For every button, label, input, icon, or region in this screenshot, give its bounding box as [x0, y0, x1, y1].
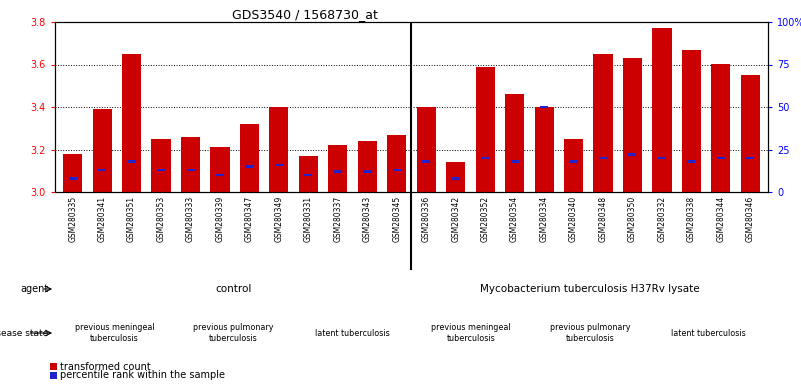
Bar	[275, 164, 283, 166]
Bar	[422, 160, 430, 163]
Text: GSM280335: GSM280335	[68, 196, 77, 242]
Text: GSM280338: GSM280338	[687, 196, 696, 242]
Bar	[599, 157, 607, 159]
Text: previous meningeal
tuberculosis: previous meningeal tuberculosis	[74, 323, 155, 343]
Bar	[69, 177, 77, 180]
Bar	[364, 170, 372, 173]
Text: control: control	[215, 284, 252, 294]
Text: GSM280352: GSM280352	[481, 196, 489, 242]
Text: GSM280342: GSM280342	[451, 196, 461, 242]
Text: percentile rank within the sample: percentile rank within the sample	[60, 371, 225, 381]
Text: GSM280333: GSM280333	[186, 196, 195, 242]
Text: GSM280350: GSM280350	[628, 196, 637, 242]
Bar	[269, 107, 288, 192]
Bar	[510, 160, 518, 163]
Bar	[476, 67, 495, 192]
Bar	[334, 170, 342, 173]
Bar	[127, 160, 135, 163]
Bar	[747, 157, 755, 159]
Bar	[446, 162, 465, 192]
Bar	[687, 160, 695, 163]
Bar	[717, 157, 725, 159]
Bar	[594, 54, 613, 192]
Bar	[564, 139, 583, 192]
Text: latent tuberculosis: latent tuberculosis	[671, 328, 746, 338]
Text: agent: agent	[20, 284, 48, 294]
Text: GSM280341: GSM280341	[98, 196, 107, 242]
Bar	[505, 94, 524, 192]
Bar	[392, 169, 400, 171]
Text: GSM280345: GSM280345	[392, 196, 401, 242]
Text: GSM280334: GSM280334	[540, 196, 549, 242]
Bar	[245, 165, 253, 168]
Bar	[328, 145, 348, 192]
Bar	[629, 153, 637, 156]
Bar	[181, 137, 200, 192]
Bar	[50, 372, 57, 379]
Bar	[711, 65, 731, 192]
Bar	[122, 54, 141, 192]
Bar	[741, 75, 760, 192]
Bar	[658, 157, 666, 159]
Text: Mycobacterium tuberculosis H37Rv lysate: Mycobacterium tuberculosis H37Rv lysate	[480, 284, 699, 294]
Text: disease state: disease state	[0, 328, 48, 338]
Text: GSM280344: GSM280344	[716, 196, 726, 242]
Bar	[98, 169, 107, 171]
Bar	[682, 50, 701, 192]
Text: GSM280332: GSM280332	[658, 196, 666, 242]
Bar	[304, 174, 312, 176]
Text: GDS3540 / 1568730_at: GDS3540 / 1568730_at	[231, 8, 377, 21]
Bar	[623, 58, 642, 192]
Text: GSM280353: GSM280353	[156, 196, 166, 242]
Text: GSM280336: GSM280336	[422, 196, 431, 242]
Text: GSM280354: GSM280354	[510, 196, 519, 242]
Bar	[239, 124, 259, 192]
Bar	[93, 109, 111, 192]
Bar	[534, 107, 553, 192]
Text: GSM280343: GSM280343	[363, 196, 372, 242]
Text: previous pulmonary
tuberculosis: previous pulmonary tuberculosis	[549, 323, 630, 343]
Text: GSM280340: GSM280340	[569, 196, 578, 242]
Text: previous pulmonary
tuberculosis: previous pulmonary tuberculosis	[193, 323, 273, 343]
Bar	[452, 177, 460, 180]
Bar	[299, 156, 318, 192]
Bar	[540, 106, 548, 108]
Bar	[481, 157, 489, 159]
Text: GSM280337: GSM280337	[333, 196, 342, 242]
Text: GSM280339: GSM280339	[215, 196, 224, 242]
Bar	[417, 107, 436, 192]
Bar	[151, 139, 171, 192]
Bar	[50, 363, 57, 370]
Bar	[387, 135, 406, 192]
Bar	[63, 154, 83, 192]
Bar	[187, 169, 195, 171]
Bar	[216, 174, 224, 176]
Bar	[570, 160, 578, 163]
Text: latent tuberculosis: latent tuberculosis	[315, 328, 389, 338]
Text: GSM280348: GSM280348	[598, 196, 607, 242]
Text: transformed count: transformed count	[60, 361, 151, 371]
Text: GSM280347: GSM280347	[245, 196, 254, 242]
Bar	[358, 141, 377, 192]
Bar	[157, 169, 165, 171]
Text: GSM280331: GSM280331	[304, 196, 313, 242]
Bar	[652, 28, 671, 192]
Text: previous meningeal
tuberculosis: previous meningeal tuberculosis	[431, 323, 511, 343]
Text: GSM280349: GSM280349	[275, 196, 284, 242]
Text: GSM280346: GSM280346	[746, 196, 755, 242]
Text: GSM280351: GSM280351	[127, 196, 136, 242]
Bar	[211, 147, 230, 192]
